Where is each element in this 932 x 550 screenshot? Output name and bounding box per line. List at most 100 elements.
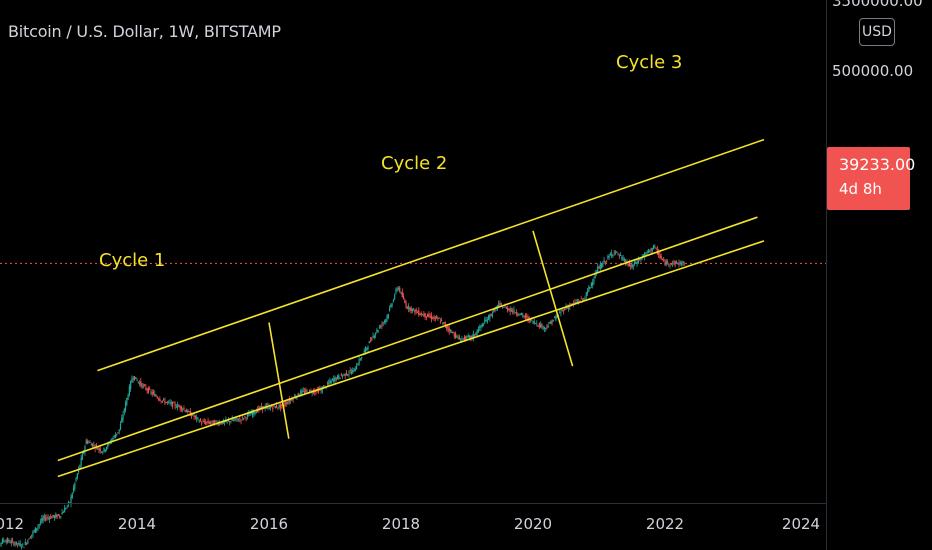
candle-body <box>368 341 370 344</box>
candle-body <box>509 308 511 312</box>
candle-body <box>480 325 482 328</box>
candle-body <box>32 531 34 535</box>
candle-body <box>491 313 493 316</box>
candle-body <box>321 387 323 392</box>
candle-body <box>484 319 486 323</box>
candle-body <box>668 263 670 265</box>
candle-body <box>409 307 411 311</box>
candle-body <box>504 305 506 307</box>
candle-body <box>625 260 627 263</box>
candle-body <box>25 543 28 545</box>
candle-body <box>680 264 683 266</box>
candle-body <box>396 288 398 291</box>
cycle-1-label: Cycle 1 <box>99 250 166 271</box>
candle-body <box>37 526 39 528</box>
candle-body <box>472 333 474 339</box>
candle-body <box>128 386 130 396</box>
candle-body <box>675 261 678 263</box>
candle-body <box>420 313 422 315</box>
candle-body <box>651 248 653 251</box>
candle-body <box>369 340 372 342</box>
last-price-tag: 39233.00 4d 8h <box>827 147 915 210</box>
candle-body <box>388 308 391 311</box>
candle-body <box>603 259 605 263</box>
candle-body <box>57 514 59 516</box>
candle-body <box>487 315 490 320</box>
candle-body <box>333 378 335 382</box>
candle-body <box>71 493 73 499</box>
candle-body <box>221 422 223 425</box>
candle-body <box>168 401 170 403</box>
candle-body <box>97 448 99 450</box>
candle-body <box>612 254 614 256</box>
candle-body <box>169 402 171 404</box>
candle-body <box>494 309 496 312</box>
candle-body <box>553 317 556 319</box>
candle-body <box>190 414 193 417</box>
channel-middle-line <box>57 216 758 462</box>
candle-body <box>590 282 592 286</box>
candle-body <box>226 420 228 422</box>
candle-body <box>119 423 122 430</box>
candle-body <box>350 371 353 375</box>
candle-body <box>391 303 393 306</box>
candle-body <box>330 380 332 384</box>
candle-body <box>461 338 463 340</box>
candle-body <box>170 402 172 404</box>
candle-body <box>159 398 161 401</box>
candle-body <box>413 308 415 310</box>
candle-body <box>117 431 119 433</box>
candle-body <box>505 307 507 309</box>
symbol-title[interactable]: Bitcoin / U.S. Dollar, 1W, BITSTAMP <box>8 22 281 41</box>
candle-body <box>293 395 295 398</box>
candle-body <box>411 308 414 311</box>
candle-body <box>358 358 360 365</box>
candle-body <box>98 447 100 450</box>
candle-body <box>173 402 175 404</box>
channel-upper-line <box>97 138 765 372</box>
candle-body <box>644 252 646 258</box>
candle-body <box>673 261 675 263</box>
candle-body <box>269 406 271 409</box>
candle-body <box>400 292 402 293</box>
candle-body <box>357 364 359 366</box>
candle-body <box>47 517 49 519</box>
candle-body <box>462 338 464 340</box>
candle-body <box>447 326 449 330</box>
candle-body <box>245 417 247 419</box>
candle-body <box>584 299 586 300</box>
candle-body <box>204 422 207 424</box>
candle-body <box>394 295 396 300</box>
candle-body <box>192 414 194 416</box>
candle-body <box>499 302 501 304</box>
candle-body <box>470 335 472 339</box>
candle-body <box>652 245 655 249</box>
candle-body <box>566 307 568 309</box>
candle-body <box>434 316 436 320</box>
candle-body <box>302 390 304 392</box>
candle-body <box>144 384 146 386</box>
candle-body <box>4 541 6 543</box>
candle-body <box>540 325 542 328</box>
candle-body <box>39 522 42 524</box>
candle-body <box>14 543 16 545</box>
candle-body <box>660 256 662 259</box>
candle-body <box>501 307 504 309</box>
candle-body <box>531 318 533 320</box>
candle-body <box>438 318 440 320</box>
candle-body <box>639 259 641 261</box>
cycle-divider-2 <box>532 230 574 367</box>
candle-body <box>589 286 591 289</box>
candle-body <box>432 317 434 320</box>
candle-body <box>193 415 195 418</box>
candle-body <box>366 347 368 350</box>
candle-body <box>255 411 257 414</box>
currency-button[interactable]: USD <box>859 18 895 46</box>
candle-body <box>588 286 590 292</box>
candle-body <box>90 444 92 446</box>
candle-body <box>481 323 483 327</box>
candle-body <box>419 314 421 316</box>
candle-body <box>616 251 618 253</box>
candle-body <box>392 300 394 302</box>
